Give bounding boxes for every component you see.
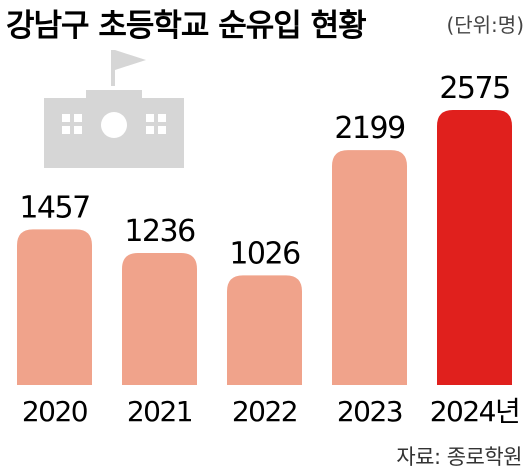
category-labels-group: 2020 2021 2022 2023 2024년 (22, 395, 521, 428)
category-label-2023: 2023 (337, 395, 402, 428)
category-label-2021: 2021 (127, 395, 192, 428)
bar-2021 (122, 253, 197, 385)
value-label-2024년: 2575 (439, 71, 509, 106)
source-label: 자료: 종로학원 (396, 445, 522, 469)
value-labels-group: 1457 1236 1026 2199 2575 (19, 71, 511, 271)
category-label-2022: 2022 (232, 395, 297, 428)
value-label-2021: 1236 (124, 214, 195, 249)
category-label-2020: 2020 (22, 395, 87, 428)
school-building-icon (44, 50, 184, 168)
value-label-2020: 1457 (19, 190, 89, 225)
bar-2020 (17, 229, 92, 385)
value-label-2022: 1026 (229, 236, 300, 271)
category-label-2024년: 2024년 (430, 395, 520, 428)
bars-group (17, 110, 512, 385)
value-label-2023: 2199 (334, 111, 404, 146)
bar-2023 (332, 150, 407, 385)
chart-title: 강남구 초등학교 순유입 현황 (6, 8, 366, 44)
unit-label: (단위:명) (446, 13, 524, 37)
bar-2024년 (437, 110, 512, 385)
bar-2022 (227, 275, 302, 385)
